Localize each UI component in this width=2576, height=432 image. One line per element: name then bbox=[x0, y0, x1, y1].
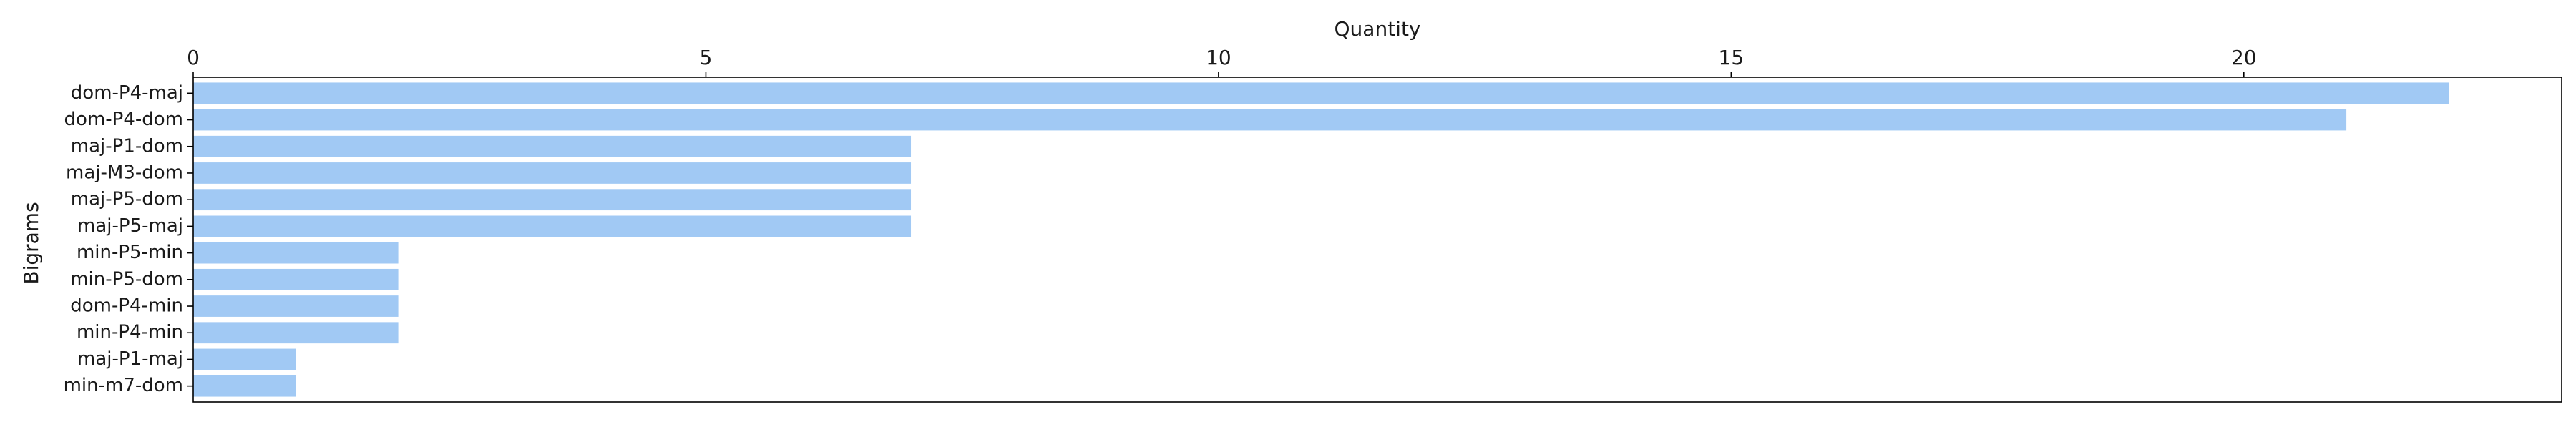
bar-min-P4-min bbox=[193, 322, 399, 344]
bars-layer bbox=[193, 82, 2449, 397]
bar-maj-M3-dom bbox=[193, 162, 912, 184]
bar-dom-P4-min bbox=[193, 295, 399, 317]
x-tick-label-10: 10 bbox=[1206, 46, 1231, 69]
y-tick-label-min-P4-min: min-P4-min bbox=[77, 322, 183, 343]
bar-maj-P5-maj bbox=[193, 215, 912, 237]
x-tick-label-0: 0 bbox=[187, 46, 200, 69]
x-tick-label-5: 5 bbox=[700, 46, 713, 69]
bar-dom-P4-dom bbox=[193, 109, 2347, 131]
y-tick-label-maj-P5-dom: maj-P5-dom bbox=[71, 189, 183, 210]
x-tick-label-15: 15 bbox=[1719, 46, 1745, 69]
y-tick-label-maj-P1-maj: maj-P1-maj bbox=[77, 348, 183, 370]
y-tick-label-dom-P4-maj: dom-P4-maj bbox=[71, 82, 183, 104]
y-tick-label-maj-M3-dom: maj-M3-dom bbox=[66, 162, 183, 183]
y-tick-label-maj-P1-dom: maj-P1-dom bbox=[71, 135, 183, 157]
y-tick-label-min-P5-min: min-P5-min bbox=[77, 242, 183, 263]
y-tick-label-maj-P5-maj: maj-P5-maj bbox=[77, 215, 183, 237]
bar-maj-P5-dom bbox=[193, 189, 912, 211]
y-tick-label-dom-P4-dom: dom-P4-dom bbox=[64, 109, 183, 130]
bar-min-P5-min bbox=[193, 242, 399, 264]
bar-dom-P4-maj bbox=[193, 82, 2449, 104]
y-tick-label-min-m7-dom: min-m7-dom bbox=[64, 375, 183, 396]
x-axis-title: Quantity bbox=[1335, 17, 1421, 41]
plot-frame bbox=[192, 77, 2562, 403]
y-axis-title: Bigrams bbox=[19, 202, 43, 284]
bar-maj-P1-maj bbox=[193, 348, 296, 370]
bar-maj-P1-dom bbox=[193, 135, 912, 157]
y-tick-label-min-P5-dom: min-P5-dom bbox=[70, 268, 183, 290]
axes-layer: dom-P4-maj dom-P4-dom maj-P1-dom maj-M3-dom… bbox=[64, 46, 2562, 403]
x-tick-label-20: 20 bbox=[2231, 46, 2257, 69]
bar-min-m7-dom bbox=[193, 375, 296, 397]
bar-min-P5-dom bbox=[193, 268, 399, 290]
y-tick-label-dom-P4-min: dom-P4-min bbox=[70, 295, 183, 317]
